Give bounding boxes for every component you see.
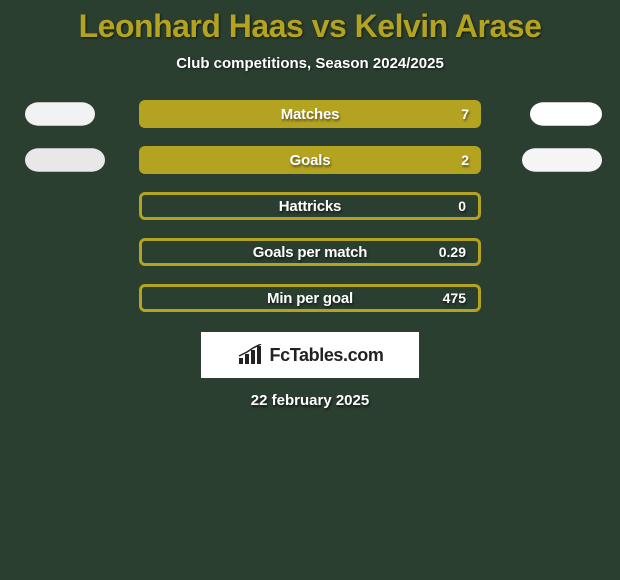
stat-label: Hattricks [142,198,478,215]
pill-left-matches [25,102,95,125]
stat-row-hattricks: Hattricks 0 [0,192,620,220]
logo-text: FcTables.com [270,345,384,366]
stat-bar: Hattricks 0 [139,192,481,220]
logo: FcTables.com [237,344,384,366]
season-subtitle: Club competitions, Season 2024/2025 [0,55,620,72]
stat-value: 475 [443,290,466,306]
stat-row-goals-per-match: Goals per match 0.29 [0,238,620,266]
logo-box: FcTables.com [201,332,419,378]
stat-row-min-per-goal: Min per goal 475 [0,284,620,312]
comparison-card: Leonhard Haas vs Kelvin Arase Club compe… [0,0,620,409]
stat-bar: Goals 2 [139,146,481,174]
pill-right-goals [522,148,602,171]
stat-row-goals: Goals 2 [0,146,620,174]
stat-value: 2 [461,152,469,168]
stat-label: Goals [139,152,481,169]
stat-value: 0 [458,198,466,214]
stat-label: Min per goal [142,290,478,307]
stat-row-matches: Matches 7 [0,100,620,128]
stat-bar: Min per goal 475 [139,284,481,312]
pill-right-matches [530,102,602,125]
stat-label: Matches [139,106,481,123]
player1-name: Leonhard Haas [79,8,304,44]
stat-label: Goals per match [142,244,478,261]
stat-bar: Goals per match 0.29 [139,238,481,266]
page-title: Leonhard Haas vs Kelvin Arase [0,8,620,45]
bar-chart-icon [237,344,265,366]
date-text: 22 february 2025 [0,392,620,409]
stats-list: Matches 7 Goals 2 Hattricks 0 Goals per … [0,100,620,312]
stat-value: 7 [461,106,469,122]
pill-left-goals [25,148,105,171]
player2-name: Kelvin Arase [355,8,542,44]
vs-word: vs [312,8,347,44]
stat-bar: Matches 7 [139,100,481,128]
stat-value: 0.29 [439,244,466,260]
